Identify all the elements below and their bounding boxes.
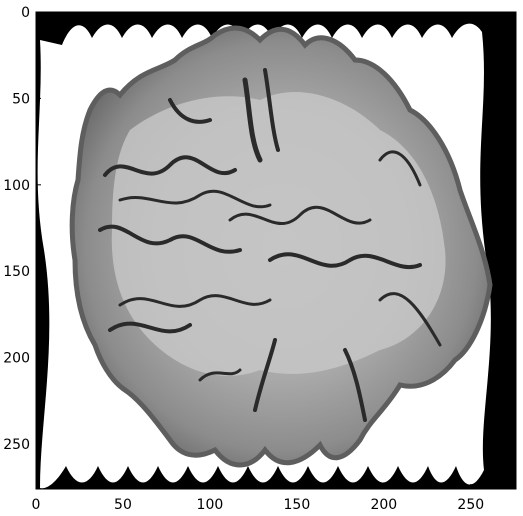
axis-ticks: 0 50 100 150 200 250 0 50 100 150 200 250: [3, 5, 484, 513]
x-tick-label: 150: [284, 497, 311, 513]
y-tick-label: 250: [3, 437, 30, 453]
x-tick-label: 100: [197, 497, 224, 513]
x-tick-label: 0: [32, 497, 41, 513]
x-tick-label: 250: [457, 497, 484, 513]
y-tick-label: 200: [3, 351, 30, 367]
x-tick-label: 50: [114, 497, 132, 513]
y-tick-label: 100: [3, 178, 30, 194]
y-tick-label: 150: [3, 264, 30, 280]
axes-frame: [35, 11, 517, 490]
y-tick-label: 50: [12, 91, 30, 107]
texture-veins: [98, 68, 442, 422]
image-area: [36, 12, 516, 489]
y-tick-label: 0: [21, 5, 30, 21]
x-tick-label: 200: [370, 497, 397, 513]
texture-highlight: [111, 91, 446, 376]
